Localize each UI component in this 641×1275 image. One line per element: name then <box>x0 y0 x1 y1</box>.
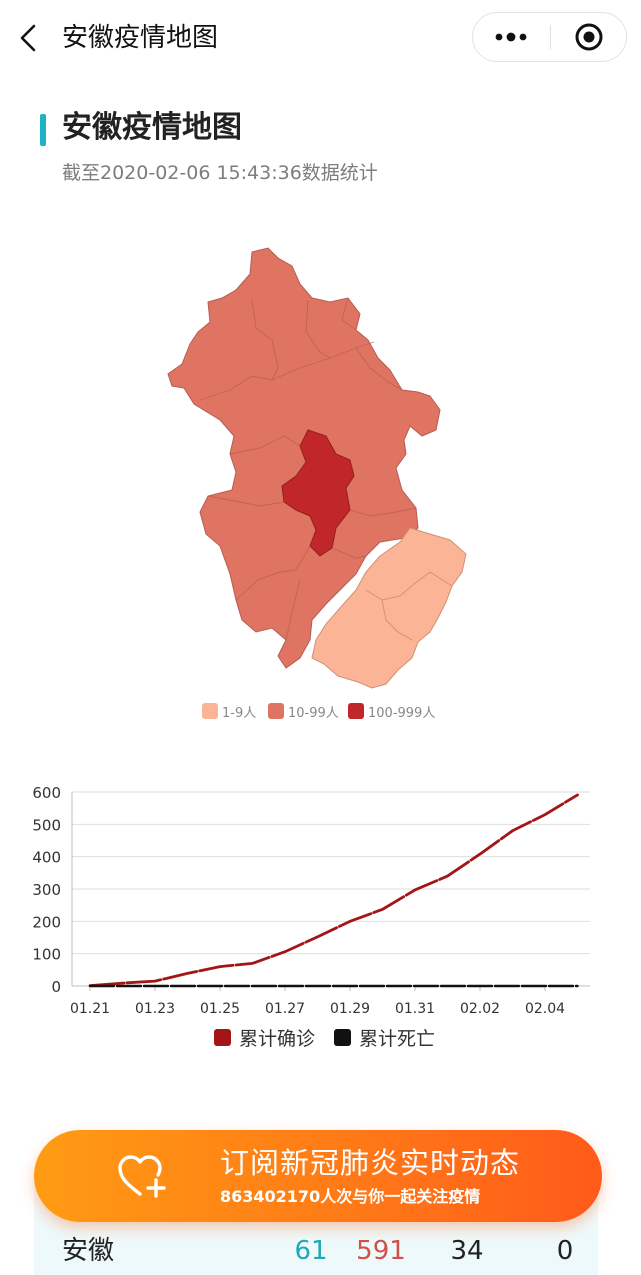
legend-label-mid: 10-99人 <box>288 705 339 721</box>
back-button[interactable] <box>14 20 44 56</box>
x-tick-label: 01.29 <box>330 1001 370 1017</box>
table-suspected: 61 <box>294 1236 328 1266</box>
chart-point-0 <box>219 965 221 968</box>
more-button[interactable] <box>473 13 549 61</box>
chart-point-0 <box>479 853 481 855</box>
map-boundaries-southeast <box>365 571 453 641</box>
page-subtitle: 截至2020-02-06 15:43:36数据统计 <box>62 162 378 184</box>
chart-point-0 <box>154 980 156 982</box>
chart-point-0 <box>446 875 449 877</box>
chart-legend-swatch-dead <box>334 1028 351 1046</box>
x-tick-label: 01.21 <box>70 1001 110 1017</box>
heart-plus-icon <box>118 1155 166 1198</box>
y-tick-label: 500 <box>32 816 61 834</box>
legend-swatch-high <box>348 703 364 719</box>
legend-item-high[interactable]: 100-999人 <box>348 700 435 722</box>
x-tick-label: 01.31 <box>395 1001 435 1017</box>
legend-item-mid[interactable]: 10-99人 <box>268 700 339 722</box>
title-accent-bar <box>40 114 46 146</box>
chart-point-0 <box>381 908 384 911</box>
more-dots-icon <box>495 32 527 42</box>
nav-title: 安徽疫情地图 <box>62 23 219 53</box>
chart-point-1 <box>576 985 579 987</box>
target-circle-icon <box>575 23 603 51</box>
banner-subtitle: 863402170人次与你一起关注疫情 <box>220 1187 481 1206</box>
chart-legend: 累计确诊 累计死亡 <box>0 1024 641 1050</box>
chart-point-1 <box>121 985 124 987</box>
chart-point-0 <box>316 936 319 938</box>
cumulative-line-chart: 0 100 200 300 400 500 600 01.21 01.23 01.25 01.27… <box>32 784 590 1017</box>
legend-label-high: 100-999人 <box>368 705 436 721</box>
chart-point-1 <box>284 985 286 987</box>
y-tick-label: 0 <box>51 978 61 996</box>
nav-bar: 安徽疫情地图 <box>0 0 641 76</box>
legend-label-low: 1-9人 <box>222 705 257 721</box>
chart-point-0 <box>544 813 546 816</box>
chart-point-0 <box>284 950 286 953</box>
chart-point-1 <box>251 985 254 987</box>
chart-point-0 <box>576 794 579 796</box>
map-boundaries <box>199 297 417 641</box>
chart-point-1 <box>154 985 156 987</box>
chart-point-0 <box>121 982 124 984</box>
map-region-southeast[interactable] <box>311 527 467 689</box>
y-tick-label: 400 <box>32 849 61 867</box>
chart-point-0 <box>251 962 254 965</box>
x-tick-label: 01.23 <box>135 1001 175 1017</box>
chart-point-0 <box>349 920 351 923</box>
chart-legend-label-dead: 累计死亡 <box>359 1027 436 1050</box>
chart-legend-confirmed[interactable]: 累计确诊 <box>214 1024 315 1050</box>
chart-legend-label-confirmed: 累计确诊 <box>239 1027 316 1050</box>
table-confirmed: 591 <box>356 1236 406 1266</box>
y-tick-label: 300 <box>32 881 61 899</box>
y-tick-label: 100 <box>32 946 61 964</box>
chart-legend-swatch-confirmed <box>214 1028 231 1046</box>
subscribe-banner-button[interactable]: 订阅新冠肺炎实时动态 863402170人次与你一起关注疫情 <box>34 1130 602 1222</box>
y-tick-label: 200 <box>32 913 61 931</box>
page-title: 安徽疫情地图 <box>62 110 242 145</box>
chart-point-1 <box>544 985 546 987</box>
chart-point-1 <box>446 985 449 987</box>
x-tick-label: 02.02 <box>460 1001 500 1017</box>
legend-swatch-mid <box>268 703 284 719</box>
province-map <box>167 247 467 689</box>
table-region-name: 安徽 <box>62 1236 115 1266</box>
capsule-divider <box>550 25 551 49</box>
chart-point-1 <box>479 985 481 987</box>
banner-title: 订阅新冠肺炎实时动态 <box>220 1146 521 1180</box>
mini-program-capsule <box>472 12 627 62</box>
chart-point-1 <box>89 985 91 987</box>
chart-series-line-0 <box>88 793 579 988</box>
x-tick-label: 01.27 <box>265 1001 305 1017</box>
chart-point-1 <box>349 985 351 987</box>
chart-point-1 <box>511 985 514 987</box>
chart-point-0 <box>186 972 189 975</box>
chart-point-1 <box>219 985 221 987</box>
chart-point-1 <box>414 985 416 987</box>
legend-item-low[interactable]: 1-9人 <box>202 700 256 722</box>
chart-point-0 <box>414 889 416 891</box>
x-tick-label: 02.04 <box>525 1001 565 1017</box>
chart-legend-dead[interactable]: 累计死亡 <box>334 1024 435 1050</box>
table-dead: 0 <box>556 1236 574 1266</box>
x-tick-label: 01.25 <box>200 1001 240 1017</box>
legend-swatch-low <box>202 703 218 719</box>
chevron-left-icon <box>20 24 36 52</box>
chart-point-1 <box>186 985 189 987</box>
chart-point-0 <box>511 830 514 832</box>
chart-point-1 <box>316 985 319 987</box>
table-cured: 34 <box>450 1236 484 1266</box>
map-legend: 1-9人 10-99人 100-999人 <box>0 700 641 722</box>
map-region-central[interactable] <box>281 429 355 557</box>
y-tick-label: 600 <box>32 784 61 802</box>
chart-point-1 <box>381 985 384 987</box>
close-mini-program-button[interactable] <box>551 13 627 61</box>
